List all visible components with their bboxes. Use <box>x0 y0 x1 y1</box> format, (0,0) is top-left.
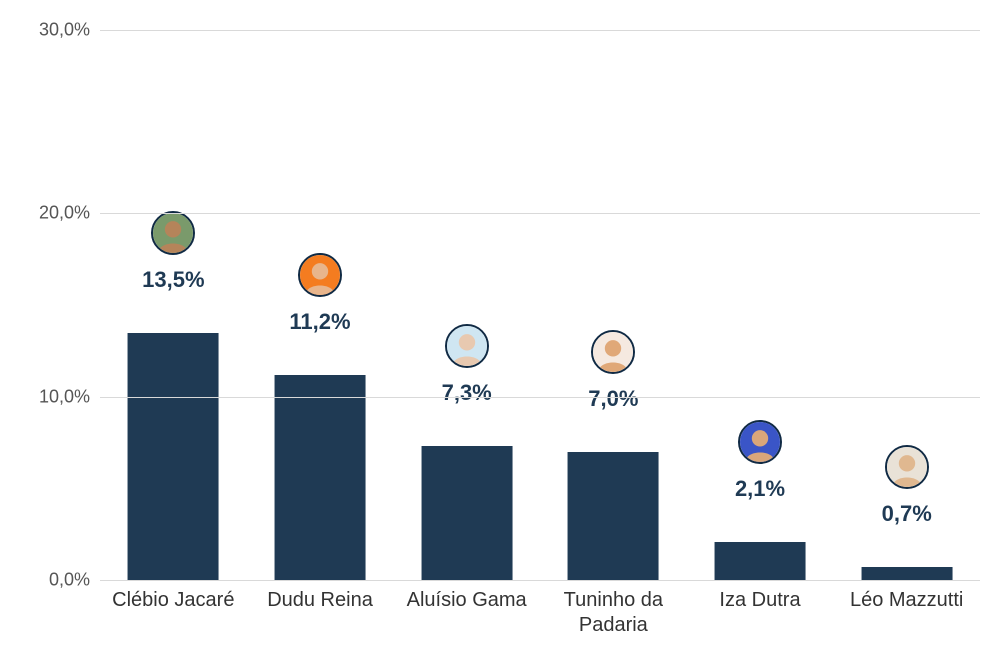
value-label: 0,7% <box>882 501 932 527</box>
bar <box>275 375 366 580</box>
bars-container: 13,5% 11,2% 7,3% 7,0% 2,1% 0,7% <box>100 30 980 580</box>
value-label: 11,2% <box>289 309 350 335</box>
candidate-avatar <box>151 211 195 255</box>
xtick-label: Léo Mazzutti <box>834 588 980 613</box>
poll-bar-chart: 13,5% 11,2% 7,3% 7,0% 2,1% 0,7% 0,0% 10,0… <box>0 0 1000 657</box>
bar-slot: 7,3% <box>393 30 540 580</box>
bar-slot: 2,1% <box>687 30 834 580</box>
bar <box>421 446 512 580</box>
xtick-label: Clébio Jacaré <box>100 588 246 613</box>
gridline <box>100 397 980 398</box>
xtick-label: Aluísio Gama <box>394 588 540 613</box>
ytick-label: 20,0% <box>39 203 90 224</box>
bar-slot: 7,0% <box>540 30 687 580</box>
xtick-label: Tuninho da Padaria <box>540 588 686 638</box>
plot-area: 13,5% 11,2% 7,3% 7,0% 2,1% 0,7% <box>100 30 980 580</box>
ytick-label: 10,0% <box>39 386 90 407</box>
bar <box>715 542 806 581</box>
gridline <box>100 213 980 214</box>
gridline <box>100 30 980 31</box>
ytick-label: 30,0% <box>39 20 90 41</box>
bar <box>128 333 219 581</box>
candidate-avatar <box>298 253 342 297</box>
bar <box>568 452 659 580</box>
candidate-avatar <box>445 324 489 368</box>
value-label: 13,5% <box>142 267 204 293</box>
bar-slot: 13,5% <box>100 30 247 580</box>
baseline <box>100 580 980 581</box>
xtick-label: Dudu Reina <box>247 588 393 613</box>
candidate-avatar <box>591 330 635 374</box>
value-label: 7,3% <box>442 380 492 406</box>
bar <box>861 567 952 580</box>
ytick-label: 0,0% <box>49 570 90 591</box>
candidate-avatar <box>738 420 782 464</box>
value-label: 2,1% <box>735 476 785 502</box>
value-label: 7,0% <box>588 386 638 412</box>
xtick-label: Iza Dutra <box>687 588 833 613</box>
candidate-avatar <box>885 445 929 489</box>
bar-slot: 11,2% <box>247 30 394 580</box>
bar-slot: 0,7% <box>833 30 980 580</box>
